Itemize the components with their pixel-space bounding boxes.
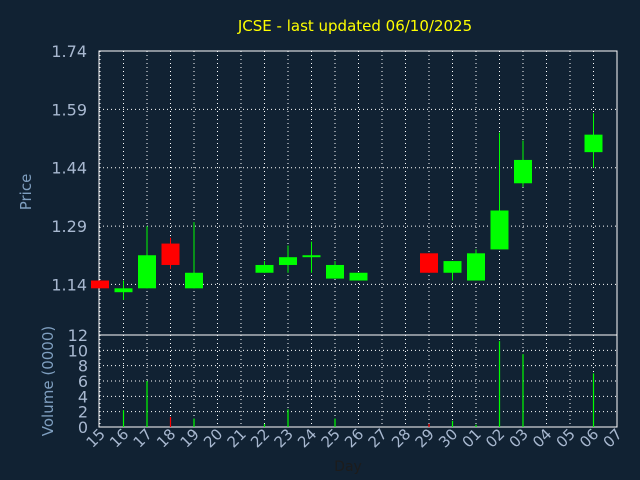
x-tick-label: 28 <box>388 425 414 451</box>
candle-body <box>302 255 321 258</box>
x-tick-label: 30 <box>435 425 461 451</box>
candle-body <box>185 272 203 289</box>
x-tick-label: 20 <box>200 425 226 451</box>
x-tick-label: 18 <box>153 425 179 451</box>
x-tick-label: 19 <box>177 425 203 451</box>
price-tick-label: 1.14 <box>51 275 87 294</box>
x-tick-label: 23 <box>271 425 297 451</box>
price-tick-label: 1.74 <box>51 42 87 61</box>
volume-tick-label: 0 <box>78 418 88 437</box>
volume-tick-label: 4 <box>78 387 88 406</box>
candle-body <box>138 255 156 289</box>
x-tick-label: 27 <box>365 425 391 451</box>
price-tick-label: 1.59 <box>51 100 87 119</box>
price-panel: 1.74 1.59 1.44 1.29 1.14 <box>51 42 618 336</box>
x-tick-label: 16 <box>106 425 132 451</box>
volume-axis-label: Volume (0000) <box>39 326 57 436</box>
candle-body <box>255 264 274 273</box>
x-tick-label: 04 <box>529 425 555 451</box>
candle-body <box>91 280 109 289</box>
volume-tick-label: 6 <box>78 372 88 391</box>
volume-tick-label: 12 <box>68 326 88 345</box>
chart-title: JCSE - last updated 06/10/2025 <box>237 17 472 35</box>
candle-body <box>443 261 462 273</box>
candle-body <box>584 134 603 153</box>
x-tick-label: 02 <box>482 425 508 451</box>
x-tick-label: 22 <box>247 425 273 451</box>
x-tick-label: 29 <box>412 425 438 451</box>
candle-body <box>114 288 133 293</box>
x-tick-label: 25 <box>318 425 344 451</box>
price-tick-label: 1.44 <box>51 159 87 178</box>
x-tick-label: 24 <box>294 425 320 451</box>
x-tick-label: 01 <box>459 425 485 451</box>
x-axis-label: Day <box>334 459 362 475</box>
x-tick-label: 05 <box>553 425 579 451</box>
volume-tick-label: 8 <box>78 357 88 376</box>
price-tick-label: 1.29 <box>51 217 87 236</box>
candle-body <box>161 243 180 265</box>
candle-body <box>349 272 368 281</box>
volume-panel: 1210864201516171819202122232425262728293… <box>68 326 626 451</box>
volume-tick-label: 2 <box>78 403 88 422</box>
x-tick-label: 21 <box>224 425 250 451</box>
x-tick-label: 03 <box>506 425 532 451</box>
candle-body <box>279 257 297 265</box>
x-tick-label: 26 <box>341 425 367 451</box>
price-plot-frame <box>98 50 618 336</box>
candle-body <box>514 159 532 184</box>
candle-body <box>467 253 485 281</box>
x-tick-label: 17 <box>130 425 156 451</box>
x-tick-label: 07 <box>600 425 626 451</box>
candle-body <box>490 210 509 250</box>
x-tick-label: 06 <box>576 425 602 451</box>
candle-body <box>326 264 344 279</box>
price-axis-label: Price <box>17 174 35 211</box>
volume-tick-label: 10 <box>68 341 88 360</box>
candle-body <box>420 253 438 273</box>
